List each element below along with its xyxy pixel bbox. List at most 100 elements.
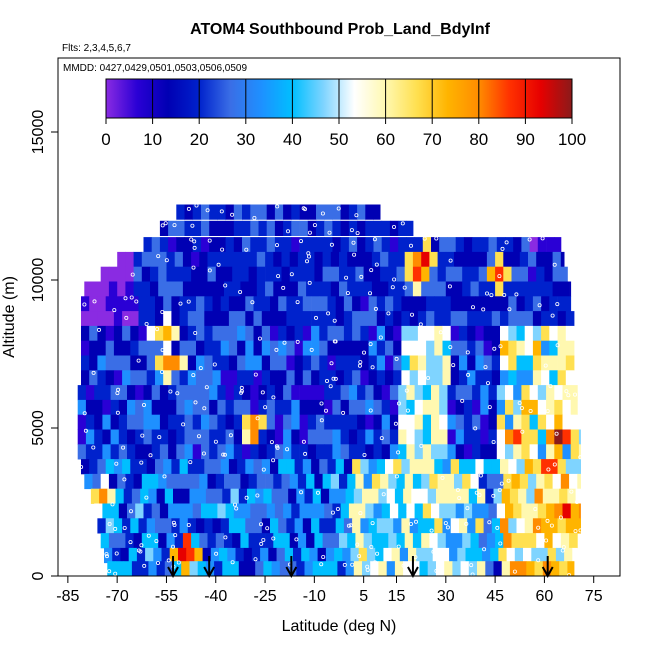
heatmap-cell — [273, 251, 282, 268]
measurement-marker — [189, 237, 194, 242]
heatmap-cell — [294, 459, 304, 475]
heatmap-cell — [348, 503, 358, 519]
heatmap-cell — [551, 561, 560, 577]
measurement-marker — [578, 528, 583, 533]
heatmap-cell — [340, 204, 350, 220]
heatmap-cell — [237, 518, 246, 534]
heatmap-cell — [296, 488, 305, 504]
heatmap-cell — [276, 547, 286, 564]
measurement-marker — [107, 522, 112, 527]
heatmap-cell — [270, 518, 279, 534]
measurement-marker — [386, 311, 391, 316]
heatmap-cell — [105, 459, 115, 475]
heatmap-cell — [131, 561, 141, 577]
heatmap-cell — [248, 266, 258, 282]
heatmap-cell — [237, 296, 246, 312]
heatmap-cell — [447, 399, 457, 416]
heatmap-cell — [524, 459, 534, 475]
heatmap-cell — [560, 251, 565, 268]
heatmap-cell — [242, 414, 251, 430]
heatmap-cell — [575, 488, 581, 504]
heatmap-cell — [77, 399, 87, 416]
measurement-marker — [499, 481, 504, 486]
heatmap-cell — [176, 429, 185, 445]
heatmap-cell — [220, 325, 230, 342]
heatmap-cell — [519, 533, 529, 549]
heatmap-cell — [357, 444, 366, 460]
heatmap-cell — [376, 518, 386, 534]
heatmap-cell — [270, 311, 279, 327]
measurement-marker — [405, 408, 410, 413]
heatmap-cell — [500, 518, 509, 534]
measurement-marker — [354, 213, 359, 218]
measurement-marker — [546, 467, 551, 472]
heatmap-cell — [199, 266, 208, 282]
heatmap-cell — [554, 429, 563, 445]
measurement-marker — [487, 520, 492, 525]
heatmap-cell — [176, 503, 185, 519]
heatmap-cell — [209, 399, 218, 416]
measurement-marker — [350, 562, 355, 567]
heatmap-cell — [505, 414, 514, 430]
heatmap-cell — [544, 533, 553, 549]
heatmap-cell — [108, 266, 118, 282]
heatmap-cell — [409, 311, 419, 327]
heatmap-cell — [508, 311, 517, 327]
measurement-marker — [79, 464, 84, 469]
heatmap-cell — [467, 296, 476, 312]
heatmap-cell — [529, 385, 539, 401]
measurement-marker — [213, 439, 218, 444]
heatmap-cell — [409, 355, 419, 371]
heatmap-cell — [431, 399, 440, 416]
heatmap-cell — [432, 547, 442, 564]
heatmap-cell — [426, 340, 435, 356]
heatmap-cell — [274, 429, 284, 445]
measurement-marker — [570, 370, 575, 375]
heatmap-cell — [274, 503, 284, 519]
measurement-marker — [341, 410, 346, 415]
heatmap-cell — [135, 399, 144, 416]
heatmap-cell — [248, 251, 258, 268]
heatmap-cell — [337, 561, 346, 577]
heatmap-cell — [486, 251, 496, 268]
heatmap-cell — [320, 488, 330, 504]
heatmap-cell — [118, 399, 128, 416]
heatmap-cell — [247, 488, 256, 504]
heatmap-cell — [146, 340, 156, 356]
heatmap-cell — [113, 311, 123, 327]
measurement-marker — [122, 477, 127, 482]
heatmap-cell — [146, 325, 156, 342]
heatmap-cell — [250, 444, 259, 460]
measurement-marker — [140, 433, 145, 438]
heatmap-cell — [217, 204, 226, 220]
heatmap-cell — [237, 311, 246, 327]
heatmap-cell — [316, 220, 325, 236]
measurement-marker — [368, 408, 373, 413]
heatmap-cell — [337, 488, 346, 504]
heatmap-cell — [311, 459, 320, 475]
heatmap-cell — [286, 325, 295, 342]
heatmap-cell — [125, 251, 134, 268]
heatmap-cell — [417, 370, 427, 386]
heatmap-cell — [429, 251, 438, 268]
heatmap-cell — [532, 325, 542, 342]
heatmap-cell — [421, 281, 430, 297]
heatmap-cell — [217, 399, 226, 416]
heatmap-cell — [483, 296, 493, 312]
heatmap-cell — [133, 473, 143, 490]
heatmap-cell — [557, 370, 567, 386]
heatmap-cell — [546, 503, 555, 519]
heatmap-cell — [560, 266, 568, 282]
heatmap-cell — [549, 459, 558, 475]
heatmap-cell — [110, 399, 120, 416]
heatmap-cell — [141, 533, 151, 549]
heatmap-cell — [179, 370, 189, 386]
measurement-marker — [550, 313, 555, 318]
heatmap-cell — [521, 414, 530, 430]
heatmap-cell — [238, 561, 248, 577]
heatmap-cell — [560, 473, 570, 490]
heatmap-cell — [562, 429, 572, 445]
heatmap-cell — [316, 429, 325, 445]
heatmap-cell — [291, 385, 300, 401]
heatmap-cell — [501, 561, 511, 577]
